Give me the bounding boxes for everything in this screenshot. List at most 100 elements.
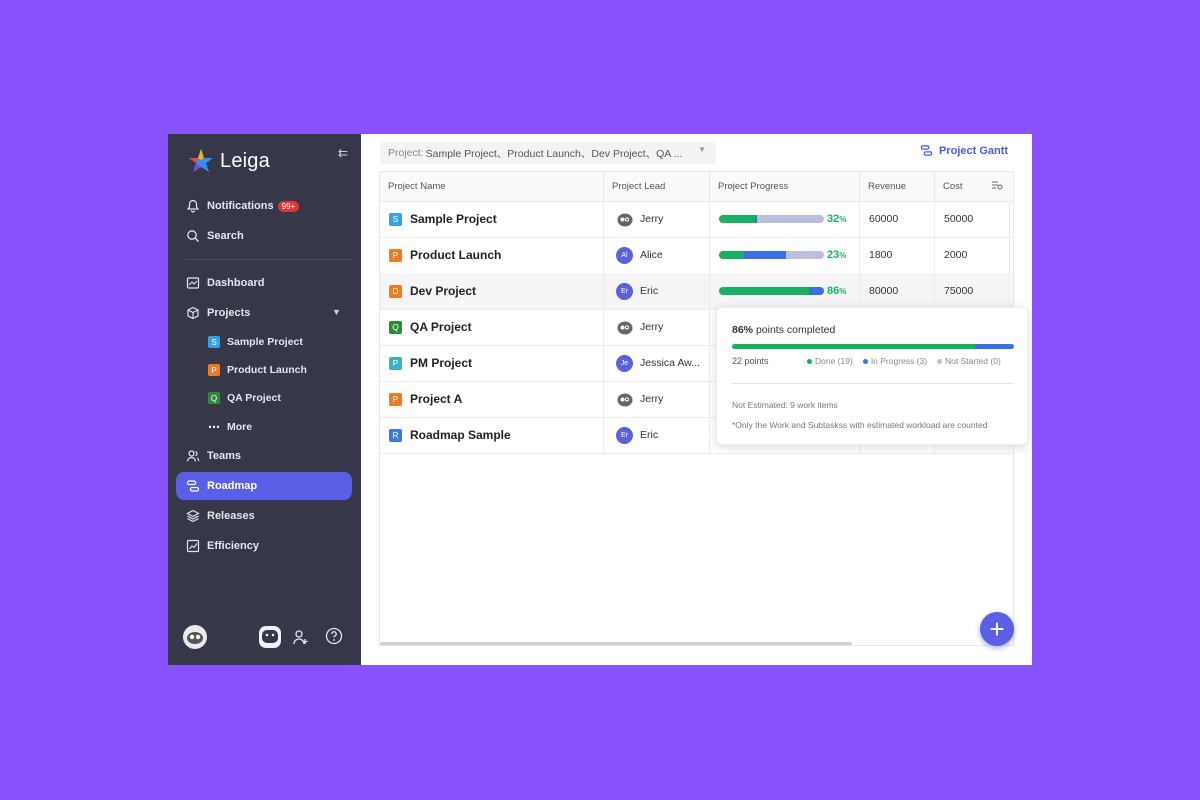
app-window: Leiga ⇇ Notifications 99+ Search Dashboa… [168, 134, 1032, 665]
revenue-value: 1800 [869, 249, 893, 261]
project-name-cell[interactable]: P Project A [380, 381, 604, 417]
project-lead-name: Jerry [640, 393, 664, 405]
add-floating-button[interactable]: + [980, 612, 1014, 646]
revenue-cell: 1800 [860, 237, 935, 273]
help-icon[interactable] [325, 627, 343, 645]
table-row[interactable]: S Sample Project Jerry 32% 60000 50000 [380, 201, 1013, 238]
more-dots-icon: ⋯ [208, 420, 220, 434]
bot-face-icon[interactable] [258, 625, 282, 649]
progress-bar-in-progress [744, 251, 787, 259]
project-letter-icon: P [389, 248, 402, 262]
column-header-project-progress[interactable]: Project Progress [710, 172, 860, 201]
project-name-cell[interactable]: P Product Launch [380, 237, 604, 273]
project-lead-cell[interactable]: Al Alice [604, 237, 710, 273]
notification-badge: 99+ [277, 200, 300, 212]
leiga-star-icon [189, 149, 213, 172]
column-settings-icon[interactable] [991, 180, 1003, 192]
cost-cell: 75000 [935, 273, 1010, 309]
revenue-cell: 60000 [860, 201, 935, 237]
sidebar-item-label: Releases [207, 510, 255, 522]
sidebar-item-label: Search [207, 230, 244, 242]
project-filter-select[interactable]: Project: Sample Project、Product Launch、D… [380, 142, 716, 164]
sidebar-subitem-product-launch[interactable]: P Product Launch [208, 360, 307, 380]
project-letter-icon: S [389, 212, 402, 226]
sidebar-item-projects[interactable]: Projects [176, 299, 352, 327]
users-icon [186, 450, 200, 462]
sidebar-item-label: Roadmap [207, 480, 258, 492]
progress-tooltip: 86% points completed 22 points Done (19)… [716, 307, 1028, 445]
sidebar-item-label: Teams [207, 450, 242, 462]
table-row[interactable]: P Product Launch Al Alice 23% 1800 2000 [380, 237, 1013, 274]
project-lead-name: Eric [640, 429, 659, 441]
project-lead-cell[interactable]: Jerry [604, 381, 710, 417]
sidebar-item-dashboard[interactable]: Dashboard [176, 269, 352, 297]
sidebar-subitem-more[interactable]: ⋯ More [208, 417, 252, 437]
progress-bar-in-progress [754, 215, 757, 223]
sidebar-subitem-label: QA Project [227, 392, 281, 404]
table-row[interactable]: P Project A Jerry [380, 381, 1013, 418]
filter-label: Project: [388, 147, 424, 159]
sidebar-item-notifications[interactable]: Notifications 99+ [176, 192, 352, 220]
horizontal-scrollbar[interactable] [380, 642, 852, 645]
sidebar-item-teams[interactable]: Teams [176, 442, 352, 470]
progress-percent: 86% [827, 285, 847, 297]
project-lead-cell[interactable]: Er Eric [604, 417, 710, 453]
sidebar-subitem-sample-project[interactable]: S Sample Project [208, 332, 303, 352]
project-lead-cell[interactable]: Jerry [604, 309, 710, 345]
cost-cell: 50000 [935, 201, 1010, 237]
progress-bar-done [719, 287, 810, 295]
project-name: Product Launch [410, 248, 502, 262]
sidebar-item-efficiency[interactable]: Efficiency [176, 532, 352, 560]
project-letter-icon: Q [208, 392, 220, 404]
tooltip-not-estimated: Not Estimated: 9 work items [732, 400, 838, 410]
project-name-cell[interactable]: S Sample Project [380, 201, 604, 237]
project-name-cell[interactable]: R Roadmap Sample [380, 417, 604, 453]
chevron-down-icon[interactable]: ▼ [332, 307, 341, 317]
project-lead-cell[interactable]: Jerry [604, 201, 710, 237]
column-header-revenue[interactable]: Revenue [860, 172, 935, 201]
project-progress-cell[interactable]: 23% [710, 237, 860, 273]
add-user-icon[interactable] [292, 628, 310, 646]
sidebar-subitem-label: Sample Project [227, 336, 303, 348]
table-row[interactable]: D Dev Project Er Eric 86% 80000 75000 [380, 273, 1013, 310]
table-row[interactable]: Q QA Project Jerry [380, 309, 1013, 346]
project-lead-cell[interactable]: Er Eric [604, 273, 710, 309]
project-progress-cell[interactable]: 86% [710, 273, 860, 309]
logo: Leiga [188, 148, 270, 174]
project-letter-icon: R [389, 428, 402, 442]
project-lead-name: Alice [640, 249, 663, 261]
sidebar-item-label: Notifications [207, 200, 274, 212]
sidebar-item-search[interactable]: Search [176, 222, 352, 250]
sidebar-item-roadmap[interactable]: Roadmap [176, 472, 352, 500]
project-letter-icon: P [389, 356, 402, 370]
project-name-cell[interactable]: P PM Project [380, 345, 604, 381]
search-icon [187, 230, 199, 242]
project-name-cell[interactable]: Q QA Project [380, 309, 604, 345]
legend-done: Done (19) [807, 356, 853, 366]
cube-icon [187, 306, 199, 320]
bell-icon [186, 199, 200, 213]
legend-in-progress: In Progress (3) [862, 356, 927, 366]
sidebar-item-releases[interactable]: Releases [176, 502, 352, 530]
chevron-down-icon: ▼ [698, 145, 706, 154]
column-header-project-name[interactable]: Project Name [380, 172, 604, 201]
project-letter-icon: D [389, 284, 402, 298]
sidebar-item-label: Efficiency [207, 540, 259, 552]
tooltip-bar-in-progress [974, 344, 1014, 349]
progress-percent: 32% [827, 213, 847, 225]
project-gantt-button[interactable]: Project Gantt [920, 144, 1008, 157]
project-lead-name: Jerry [640, 321, 664, 333]
collapse-sidebar-icon[interactable]: ⇇ [338, 146, 349, 160]
project-lead-name: Jessica Aw... [640, 357, 700, 369]
user-avatar-icon[interactable] [182, 624, 208, 650]
project-name-cell[interactable]: D Dev Project [380, 273, 604, 309]
column-header-cost[interactable]: Cost [943, 181, 963, 192]
tooltip-bar-done [732, 344, 975, 349]
progress-bar [719, 251, 824, 259]
cost-value: 2000 [944, 249, 968, 261]
column-header-project-lead[interactable]: Project Lead [604, 172, 710, 201]
mascot-avatar-icon [617, 213, 633, 226]
sidebar-subitem-qa-project[interactable]: Q QA Project [208, 388, 281, 408]
project-lead-cell[interactable]: Je Jessica Aw... [604, 345, 710, 381]
project-progress-cell[interactable]: 32% [710, 201, 860, 237]
